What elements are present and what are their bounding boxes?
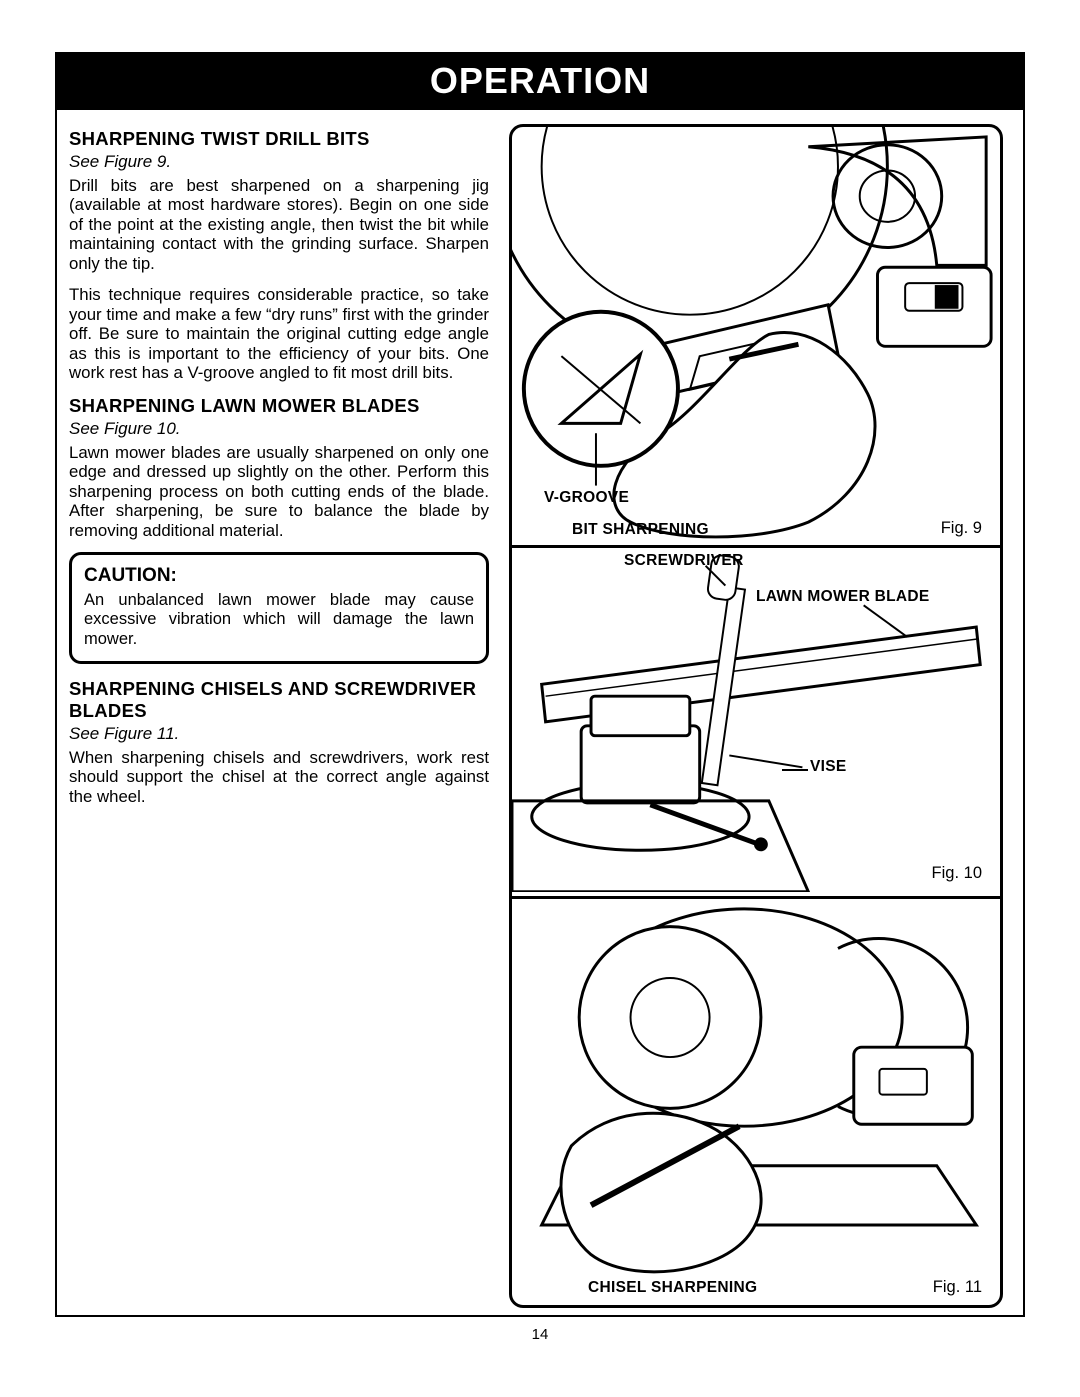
vise-leader-icon (782, 764, 812, 776)
figure-11-illustration (512, 899, 1000, 1302)
callout-vise: VISE (810, 758, 847, 776)
caution-text: An unbalanced lawn mower blade may cause… (84, 591, 474, 648)
page-frame: OPERATION SHARPENING TWIST DRILL BITS Se… (55, 52, 1025, 1317)
para-chisels-1: When sharpening chisels and screwdrivers… (69, 748, 489, 806)
figure-frame: V-GROOVE BIT SHARPENING Fig. 9 (509, 124, 1003, 1308)
callout-bit-sharpening: BIT SHARPENING (572, 521, 709, 539)
figure-10-panel: SCREWDRIVER LAWN MOWER BLADE VISE Fig. 1… (512, 548, 1000, 896)
para-lawn-1: Lawn mower blades are usually sharpened … (69, 443, 489, 540)
caution-title: CAUTION: (84, 565, 474, 587)
heading-chisels: SHARPENING CHISELS AND SCREWDRIVER BLADE… (69, 678, 489, 722)
right-column: V-GROOVE BIT SHARPENING Fig. 9 (503, 110, 1023, 1317)
page-number: 14 (532, 1326, 549, 1343)
fig-9-label: Fig. 9 (941, 519, 982, 538)
section-title: OPERATION (57, 54, 1023, 110)
heading-lawn-mower: SHARPENING LAWN MOWER BLADES (69, 395, 489, 417)
left-column: SHARPENING TWIST DRILL BITS See Figure 9… (57, 110, 503, 1317)
callout-chisel-sharpening: CHISEL SHARPENING (588, 1279, 757, 1297)
see-figure-9: See Figure 9. (69, 152, 489, 172)
figure-9-panel: V-GROOVE BIT SHARPENING Fig. 9 (512, 127, 1000, 545)
fig-10-label: Fig. 10 (932, 864, 982, 883)
fig-11-label: Fig. 11 (933, 1278, 982, 1297)
see-figure-10: See Figure 10. (69, 419, 489, 439)
columns: SHARPENING TWIST DRILL BITS See Figure 9… (57, 110, 1023, 1317)
callout-v-groove: V-GROOVE (544, 489, 629, 507)
figure-9-illustration (512, 127, 1000, 540)
caution-box: CAUTION: An unbalanced lawn mower blade … (69, 552, 489, 663)
para-drill-2: This technique requires considerable pra… (69, 285, 489, 382)
heading-drill-bits: SHARPENING TWIST DRILL BITS (69, 128, 489, 150)
callout-screwdriver: SCREWDRIVER (624, 552, 744, 570)
para-drill-1: Drill bits are best sharpened on a sharp… (69, 176, 489, 273)
callout-lawn-mower-blade: LAWN MOWER BLADE (756, 588, 930, 606)
figure-11-panel: CHISEL SHARPENING Fig. 11 (512, 899, 1000, 1307)
see-figure-11: See Figure 11. (69, 724, 489, 744)
